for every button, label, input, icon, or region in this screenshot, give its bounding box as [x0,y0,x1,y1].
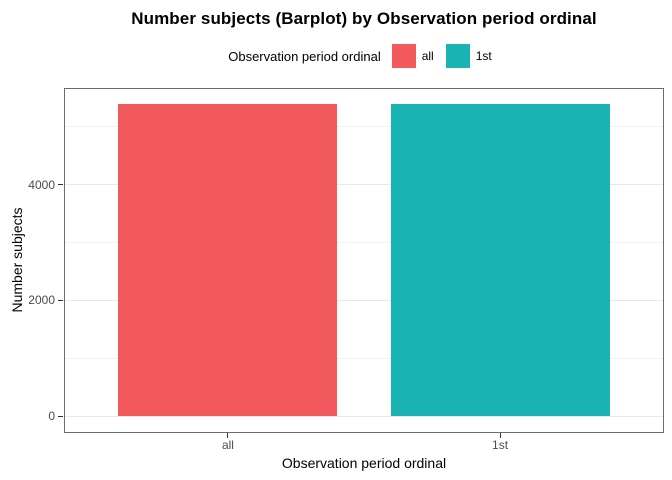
legend: Observation period ordinal all 1st [64,43,664,69]
y-tick-mark [58,299,63,301]
legend-swatch-1st [445,44,470,68]
gridline-major [65,299,663,301]
bar-1st [390,103,610,417]
legend-title: Observation period ordinal [228,48,381,64]
legend-item-all: all [391,44,442,68]
gridline-minor [65,242,663,244]
y-tick-label: 4000 [28,177,55,192]
bar-all [118,103,338,417]
plot-panel [64,88,664,433]
y-tick-label: 2000 [28,293,55,308]
chart-title: Number subjects (Barplot) by Observation… [131,9,597,28]
x-tick-label: 1st [492,438,509,452]
legend-swatch-all [391,44,416,68]
legend-label-1st: 1st [475,49,492,63]
legend-label-all: all [421,49,434,63]
y-tick-mark [58,415,63,417]
y-tick-label: 0 [48,409,55,424]
y-tick-mark [58,184,63,186]
x-tick-label: all [221,438,234,452]
gridline-major [65,415,663,417]
gridline-minor [65,357,663,359]
gridline-major [65,184,663,186]
x-tick-mark [499,433,501,438]
x-axis-title: Observation period ordinal [281,455,447,471]
legend-item-1st: 1st [445,44,500,68]
x-tick-mark [227,433,229,438]
gridline-minor [65,126,663,128]
